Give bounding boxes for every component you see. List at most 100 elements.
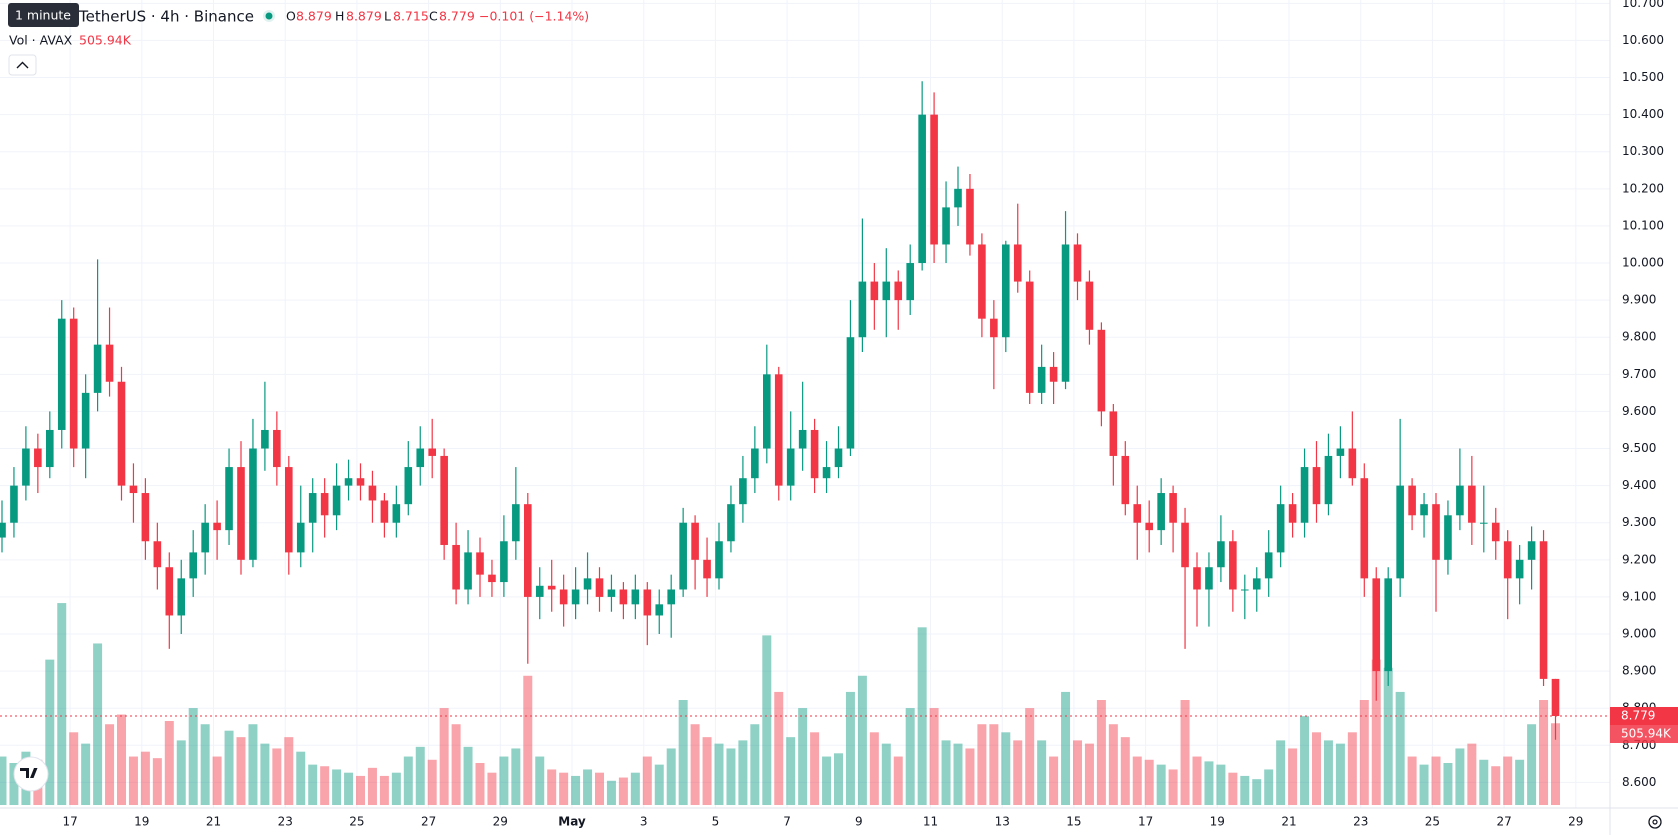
y-tick-label: 9.100: [1622, 589, 1656, 603]
candle-body: [1300, 467, 1309, 523]
volume-bar: [0, 756, 7, 805]
candle-body: [201, 522, 209, 553]
volume-bar: [941, 740, 951, 805]
volume-bar: [296, 751, 306, 805]
volume-bar: [1455, 748, 1465, 805]
volume-bar: [1204, 761, 1214, 805]
candle-body: [117, 381, 126, 486]
candle-body: [966, 188, 974, 245]
volume-bar: [774, 691, 784, 805]
volume-bar: [1288, 748, 1298, 805]
candle-body: [129, 485, 138, 494]
collapse-button[interactable]: [8, 54, 37, 76]
volume-bar: [881, 743, 891, 805]
candle-body: [858, 281, 867, 338]
candle-body: [1527, 541, 1536, 560]
candle-body: [273, 429, 281, 468]
x-tick-label: 17: [1138, 815, 1153, 829]
volume-bar: [810, 732, 820, 805]
candle-body: [870, 281, 879, 301]
candle-body: [1252, 578, 1261, 590]
volume-bar: [1132, 756, 1142, 805]
volume-bar: [917, 627, 927, 805]
volume-bar: [320, 766, 330, 805]
volume-bar: [1347, 732, 1357, 805]
y-tick-label: 10.000: [1622, 256, 1664, 270]
candle-body: [1109, 411, 1118, 456]
candle-body: [165, 567, 174, 616]
candle-body: [1264, 552, 1273, 579]
volume-bar: [487, 772, 497, 805]
volume-bar: [738, 740, 748, 805]
candle-body: [595, 578, 604, 597]
volume-bar: [798, 708, 808, 805]
volume-bar: [475, 763, 485, 805]
candle-body: [1539, 541, 1548, 679]
candle-body: [1061, 244, 1070, 382]
volume-bar: [391, 772, 401, 805]
volume-bar: [1551, 723, 1560, 805]
candle-body: [846, 337, 855, 449]
volume-bar: [606, 780, 616, 805]
volume-bar: [463, 746, 473, 805]
x-tick-label: May: [558, 815, 586, 829]
logo-mark: [20, 768, 38, 778]
volume-bar: [1323, 740, 1333, 805]
volume-bar: [583, 769, 593, 805]
volume-bar: [571, 775, 581, 805]
y-tick-label: 10.700: [1622, 0, 1664, 10]
symbol[interactable]: TetherUS · 4h · Binance: [78, 8, 254, 26]
candle-body: [213, 522, 221, 531]
volume-bar: [344, 772, 354, 805]
y-tick-label: 9.900: [1622, 293, 1656, 307]
candle-body: [1420, 504, 1428, 516]
volume-bar: [1527, 724, 1537, 805]
volume-bar: [1144, 759, 1154, 805]
volume-bar: [212, 756, 222, 805]
candle-body: [105, 344, 114, 382]
candle-body: [404, 467, 413, 505]
candle-body: [834, 448, 843, 468]
volume-bar: [152, 758, 162, 805]
volume-bar: [45, 659, 55, 805]
low-label: L: [384, 9, 391, 24]
volume-bar: [188, 708, 198, 805]
volume-bar: [1120, 737, 1130, 805]
candle-body: [261, 429, 269, 449]
close-label: C: [429, 9, 438, 24]
volume-bar: [1312, 732, 1321, 805]
volume-bar: [140, 751, 150, 805]
candle-body: [1408, 485, 1416, 516]
x-tick-label: 23: [278, 815, 293, 829]
y-tick-label: 9.000: [1622, 627, 1656, 641]
volume-bar: [1180, 700, 1190, 805]
x-tick-label: 15: [1066, 815, 1081, 829]
settings-icon[interactable]: [1648, 815, 1662, 829]
volume-bar: [559, 772, 569, 805]
candle-body: [751, 448, 759, 479]
x-tick-label: 17: [62, 815, 77, 829]
candle-body: [392, 504, 401, 523]
candle-body: [1468, 485, 1476, 523]
volume-bar: [499, 756, 509, 805]
candle-body: [1456, 485, 1464, 516]
candle-body: [1145, 522, 1153, 531]
volume-bar: [1383, 667, 1393, 805]
last-price-badge: [1610, 706, 1678, 725]
x-tick-label: 19: [1210, 815, 1225, 829]
candle-body: [1288, 504, 1297, 523]
volume-bar: [451, 724, 461, 805]
candle-body: [368, 485, 377, 501]
candle-body: [763, 374, 771, 449]
volume-bar: [403, 756, 413, 805]
candle-body: [798, 429, 807, 449]
settings[interactable]: [1648, 815, 1662, 829]
y-tick-label: 10.100: [1622, 218, 1664, 232]
logo-circle[interactable]: [13, 756, 49, 792]
grid: [0, 0, 1610, 808]
volume-bar: [1084, 743, 1094, 805]
candle-body: [1002, 244, 1010, 338]
candle-body: [643, 589, 652, 616]
volume-bar: [595, 772, 604, 805]
collapse-icon: [16, 61, 29, 69]
